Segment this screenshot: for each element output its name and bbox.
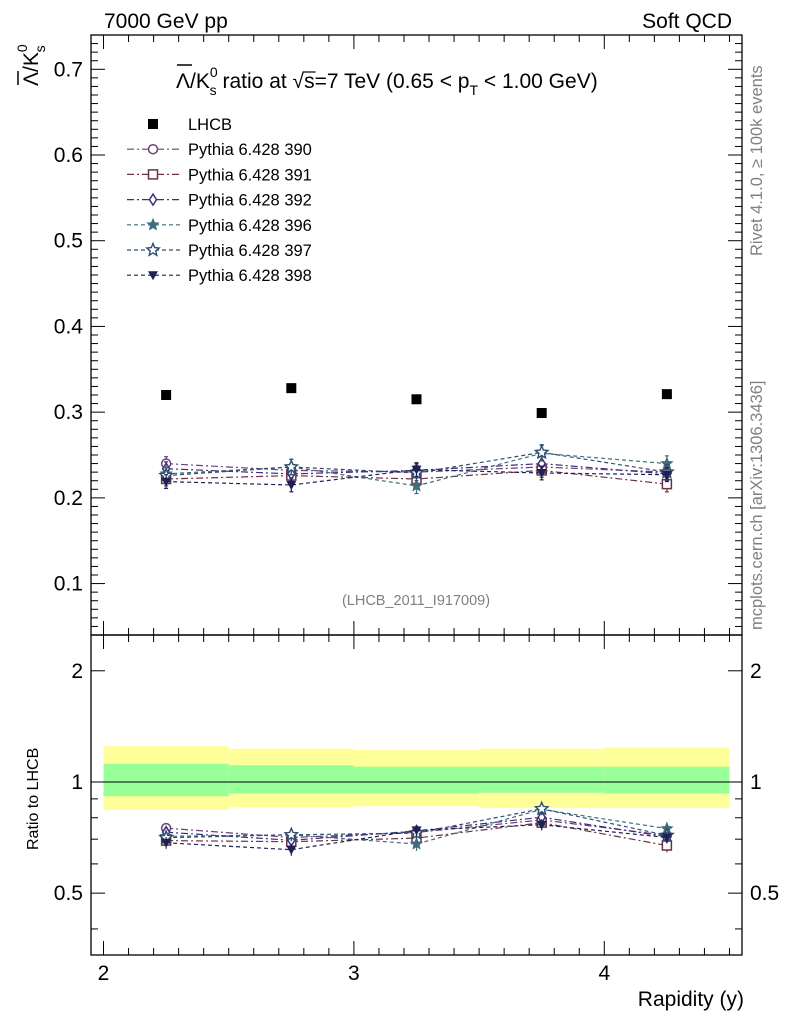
title-ratio-at: ratio at: [217, 70, 293, 93]
y-tick-label: 0.5: [54, 230, 83, 253]
ylabel-k: /K: [20, 52, 43, 72]
ratio-tick-label-right: 1: [750, 771, 762, 794]
ratio-band-inner: [103, 763, 229, 797]
analysis-id: (LHCB_2011_I917009): [342, 593, 490, 609]
ratio-series-6: [161, 819, 672, 856]
mcplots-label: mcplots.cern.ch [arXiv:1306.3436]: [748, 381, 766, 630]
y-tick-label: 0.7: [54, 58, 83, 81]
y-tick-label: 0.2: [54, 487, 83, 510]
ratio-band-inner: [479, 766, 605, 793]
legend-label: Pythia 6.428 392: [188, 192, 312, 210]
ratio-tick-label-left: 2: [71, 660, 83, 683]
tick-labels: 0.1 0.2 0.3 0.4 0.5 0.6 0.7 2 3 4 0.5 0.5 1 1 2 2: [54, 58, 779, 985]
ratio-tick-label-right: 0.5: [750, 882, 779, 905]
y-tick-label: 0.6: [54, 144, 83, 167]
data-point: [411, 394, 422, 405]
legend-marker: [148, 271, 158, 281]
title-s-eq: s=7 TeV (0.65 < p: [304, 70, 469, 93]
x-axis-label: Rapidity (y): [638, 988, 744, 1011]
ratio-band-inner: [604, 766, 730, 794]
series-point: [286, 481, 297, 490]
ylabel-text: Λ/K0 s: [14, 44, 48, 86]
ratio-point: [161, 838, 172, 848]
header-right: Soft QCD: [642, 10, 732, 33]
y-tick-label: 0.1: [54, 573, 83, 596]
x-tick-label: 3: [348, 962, 360, 985]
x-tick-label: 2: [98, 962, 110, 985]
title-range-end: < 1.00 GeV): [478, 70, 598, 93]
legend-label: Pythia 6.428 398: [188, 267, 312, 285]
rivet-label: Rivet 4.1.0, ≥ 100k events: [748, 65, 766, 256]
y-tick-label: 0.3: [54, 401, 83, 424]
legend-label: Pythia 6.428 391: [188, 166, 312, 184]
title-k: /K: [190, 70, 210, 93]
legend-marker: [148, 192, 158, 207]
legend-marker: [145, 241, 161, 257]
x-tick-label: 4: [598, 962, 610, 985]
series-point: [283, 458, 300, 474]
series-point: [533, 444, 550, 460]
axis-ticks: [91, 34, 742, 955]
ratio-point: [411, 826, 422, 836]
legend: LHCB Pythia 6.428 390 Pythia 6.428 391 Pyth…: [127, 116, 312, 285]
ratio-tick-label-left: 0.5: [54, 882, 83, 905]
ratio-band-inner: [228, 765, 354, 794]
legend-marker: [147, 143, 159, 155]
series-point: [161, 477, 172, 487]
title-sqrt: √: [293, 70, 305, 93]
ylabel-lambda: Λ: [20, 72, 43, 86]
ratio-band-inner: [353, 766, 480, 794]
data-point: [286, 383, 297, 394]
title-subT: T: [469, 82, 478, 98]
legend-marker: [147, 169, 159, 180]
series-point: [536, 469, 547, 478]
data-layer: [161, 383, 672, 418]
ratio-point: [533, 800, 550, 816]
series-point: [411, 465, 422, 475]
data-point: [661, 389, 672, 400]
ratio-tick-label-right: 2: [750, 660, 762, 683]
ratio-point: [283, 826, 300, 842]
legend-marker: [146, 217, 160, 231]
legend-label: Pythia 6.428 397: [188, 242, 312, 260]
ratio-layer: [158, 800, 675, 856]
ratio-point: [409, 836, 424, 850]
ratio-series-line: [166, 808, 668, 839]
ylabel-subs: s: [32, 45, 48, 52]
series-point: [661, 470, 672, 480]
data-point: [161, 390, 172, 400]
plot-title: Λ/K0 s ratio at √s=7 TeV (0.65 < pT < 1.0…: [176, 64, 598, 98]
legend-marker-data: [148, 119, 158, 129]
data-point: [536, 408, 547, 418]
ratio-series-line: [166, 808, 667, 845]
series-point: [409, 478, 424, 492]
title-sup0: 0: [210, 64, 218, 80]
legend-label-data: LHCB: [188, 116, 232, 134]
y-axis-label: Λ/K0 s: [14, 44, 48, 86]
legend-label: Pythia 6.428 396: [188, 217, 312, 235]
ratio-tick-label-left: 1: [71, 771, 83, 794]
ratio-y-label: Ratio to LHCB: [25, 748, 42, 850]
legend-label: Pythia 6.428 390: [188, 141, 312, 159]
ylabel-sup0: 0: [14, 44, 30, 52]
series-6: [161, 462, 672, 493]
y-tick-label: 0.4: [54, 315, 84, 338]
ratio-point: [536, 820, 547, 830]
header-left: 7000 GeV pp: [104, 10, 228, 33]
series-layer: [158, 444, 675, 495]
ratio-point: [661, 833, 672, 843]
ratio-point: [286, 845, 297, 855]
title-lambda: Λ: [176, 70, 190, 93]
ratio-frame: [90, 634, 743, 956]
ratio-bands: [91, 746, 742, 810]
title-subs: s: [210, 82, 217, 98]
